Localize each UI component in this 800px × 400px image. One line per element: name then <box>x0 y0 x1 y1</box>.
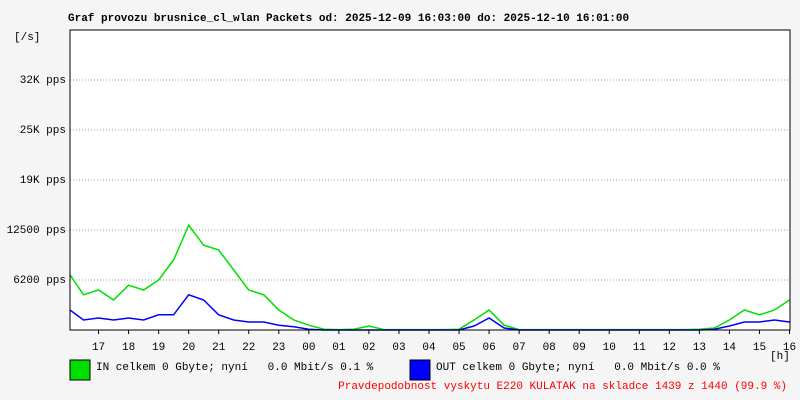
x-tick-label: 22 <box>242 342 255 354</box>
x-tick-label: 12 <box>663 342 676 354</box>
x-tick-label: 07 <box>513 342 526 354</box>
legend-swatch <box>409 359 431 381</box>
x-tick-label: 10 <box>603 342 616 354</box>
x-tick-label: 02 <box>362 342 375 354</box>
x-tick-label: 20 <box>182 342 195 354</box>
chart-title: Graf provozu brusnice_cl_wlan Packets od… <box>68 13 629 25</box>
x-tick-label: 18 <box>122 342 135 354</box>
x-tick-label: 21 <box>212 342 226 354</box>
y-tick-label: 32K pps <box>20 75 66 87</box>
y-tick-label: 19K pps <box>20 175 66 187</box>
legend-swatch <box>69 359 91 381</box>
x-tick-label: 01 <box>332 342 346 354</box>
x-tick-label: 00 <box>302 342 315 354</box>
x-tick-label: 08 <box>543 342 556 354</box>
x-tick-label: 04 <box>422 342 436 354</box>
x-tick-label: 03 <box>392 342 405 354</box>
x-tick-label: 05 <box>452 342 465 354</box>
legend-label: OUT celkem 0 Gbyte; nyní 0.0 Mbit/s 0.0 … <box>436 362 720 374</box>
y-tick-label: 25K pps <box>20 125 66 137</box>
x-tick-label: 15 <box>753 342 766 354</box>
x-axis-label: [h] <box>770 351 790 363</box>
x-tick-label: 19 <box>152 342 165 354</box>
x-tick-label: 13 <box>693 342 706 354</box>
y-tick-label: 6200 pps <box>13 275 66 287</box>
x-tick-label: 17 <box>92 342 105 354</box>
x-tick-label: 16 <box>783 342 796 354</box>
x-tick-label: 14 <box>723 342 737 354</box>
legend-label: IN celkem 0 Gbyte; nyní 0.0 Mbit/s 0.1 % <box>96 362 374 374</box>
x-tick-label: 09 <box>573 342 586 354</box>
note: Pravdepodobnost vyskytu E220 KULATAK na … <box>338 381 787 393</box>
x-tick-label: 11 <box>633 342 647 354</box>
x-tick-label: 06 <box>482 342 495 354</box>
plot-border <box>69 29 791 331</box>
y-axis-label: [/s] <box>14 32 40 44</box>
y-tick-label: 12500 pps <box>7 225 66 237</box>
x-tick-label: 23 <box>272 342 285 354</box>
